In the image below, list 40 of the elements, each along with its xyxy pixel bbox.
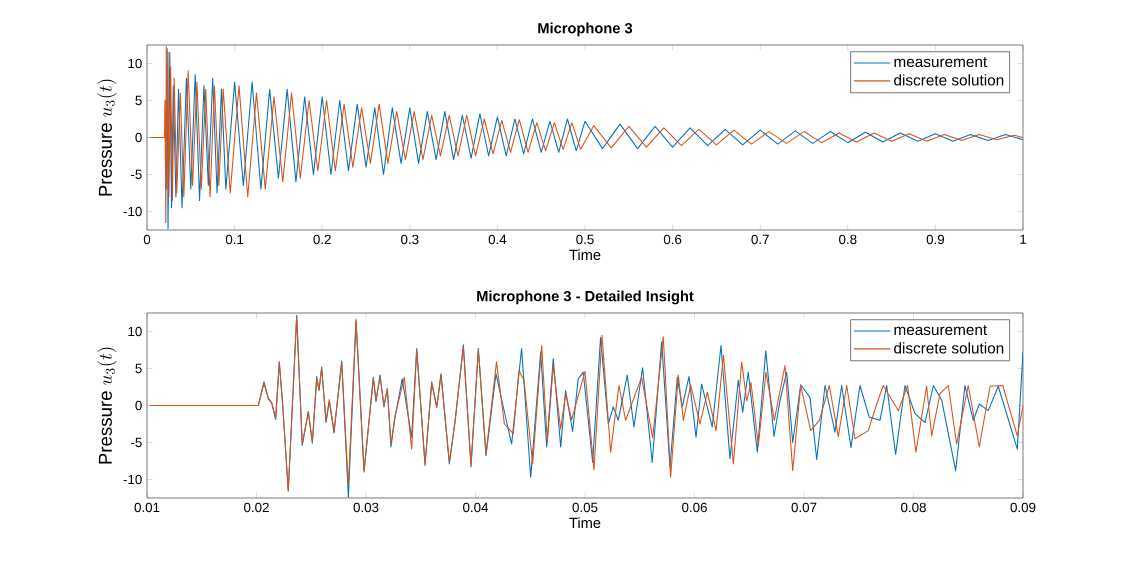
x-tick-label: 0.04 — [463, 502, 489, 513]
x-tick-label: 0.02 — [244, 502, 269, 513]
x-tick-label: 0.03 — [353, 502, 379, 513]
y-tick-label: -10 — [123, 206, 142, 217]
y-axis-title: $\mathrm{Pressure}\ u_3(t)$ — [97, 347, 117, 464]
x-tick-label: 0.09 — [1010, 502, 1036, 513]
x-axis-title: Time — [569, 249, 601, 261]
x-tick-label: 0.4 — [488, 234, 507, 245]
x-axis-title: Time — [569, 517, 601, 529]
chart-title: Microphone 3 - Detailed Insight — [477, 290, 694, 305]
legend-label: discrete solution — [894, 74, 1004, 86]
x-tick-label: 0.07 — [791, 502, 817, 513]
x-tick-label: 0.2 — [313, 234, 331, 245]
legend-label: measurement — [894, 57, 988, 68]
y-tick-label: 5 — [135, 363, 142, 374]
x-tick-label: 0 — [143, 234, 151, 245]
x-tick-label: 0.5 — [576, 234, 594, 245]
x-tick-label: 0.3 — [401, 234, 419, 245]
y-tick-label: -5 — [131, 437, 142, 448]
y-tick-label: 0 — [135, 400, 142, 411]
x-tick-label: 0.8 — [839, 234, 857, 245]
legend-label: discrete solution — [894, 342, 1004, 354]
x-tick-label: 0.9 — [926, 234, 945, 245]
x-tick-label: 0.7 — [751, 234, 769, 245]
y-tick-label: 0 — [135, 132, 142, 143]
x-tick-label: 0.1 — [225, 234, 244, 245]
x-tick-label: 0.05 — [572, 502, 598, 513]
x-tick-label: 0.06 — [682, 502, 707, 513]
y-tick-label: 10 — [128, 58, 142, 69]
y-tick-label: -5 — [131, 169, 142, 180]
chart-title: Microphone 3 — [538, 22, 633, 37]
x-tick-label: 0.6 — [663, 234, 682, 245]
x-tick-label: 0.01 — [134, 502, 160, 513]
y-tick-label: -10 — [123, 474, 142, 485]
y-axis-title: $\mathrm{Pressure}\ u_3(t)$ — [97, 79, 117, 196]
x-tick-label: 0.08 — [901, 502, 926, 513]
y-tick-label: 5 — [135, 95, 142, 106]
x-tick-label: 1 — [1020, 234, 1027, 244]
legend-label: measurement — [894, 325, 988, 336]
y-tick-label: 10 — [128, 326, 142, 337]
